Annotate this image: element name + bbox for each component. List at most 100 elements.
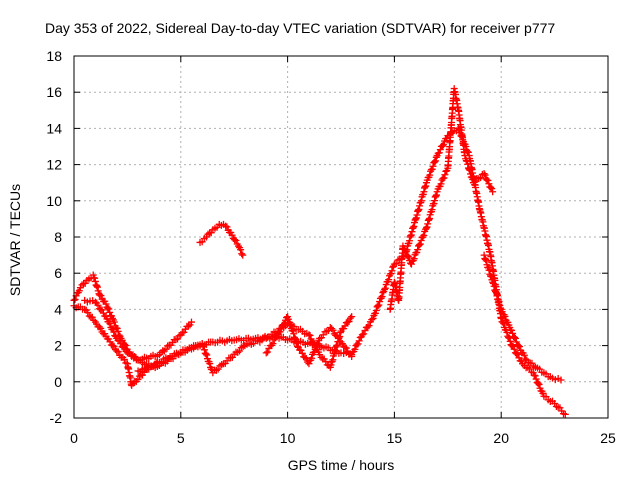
track-point [223,223,231,231]
track-point [110,342,118,350]
data-point [348,352,356,360]
track-point [297,346,305,354]
track-point [426,171,434,179]
track-point [435,149,443,157]
data-point [489,188,497,196]
chart-title: Day 353 of 2022, Sidereal Day-to-day VTE… [45,20,555,36]
track-point [374,302,382,310]
track-point [501,313,509,321]
y-tick-label: 4 [54,301,62,317]
track-point [513,350,521,358]
track-point [135,372,143,380]
x-tick-label: 15 [387,430,403,446]
track-point [203,351,211,359]
track-point [493,292,501,300]
track-point [463,157,471,165]
track-point [97,324,105,332]
track-point [204,230,212,238]
track-point [184,322,192,330]
track-point [388,267,396,275]
track-point [104,304,112,312]
track-point [420,231,428,239]
track-point [200,343,208,351]
axis-ticks: 0 5 10 15 20 25 -2 0 2 4 6 8 10 12 14 16 18 [46,48,616,446]
track-point [277,325,285,333]
track-point [341,343,349,351]
track-point [84,308,92,316]
track-point [85,312,93,320]
track-point [291,335,299,343]
data-point [489,278,497,286]
track-point [272,334,280,342]
track-point [293,339,301,347]
track-point [514,350,522,358]
track-point [290,330,298,338]
track-point [506,337,514,345]
data-point [480,251,488,259]
data-point [305,331,313,339]
track-point [522,355,530,363]
track-point [505,334,513,342]
track-point [75,287,83,295]
track-point [381,284,389,292]
track-point [485,266,493,274]
track-point [511,334,519,342]
track-point [91,274,99,282]
track-point [381,285,389,293]
data-point [81,305,89,313]
track-point [376,298,384,306]
track-point [532,375,540,383]
track-point [78,281,86,289]
y-tick-label: -2 [50,410,63,426]
track-point [317,353,325,361]
data-point [407,260,415,268]
y-axis-label: SDTVAR / TECUs [7,184,23,296]
track-point [389,263,397,271]
data-point [96,291,104,299]
track-point [314,340,322,348]
data-point [514,342,522,350]
data-point [239,251,247,259]
track-point [419,233,427,241]
track-point [410,255,418,263]
track-point [109,341,117,349]
track-point [106,308,114,316]
track-point [279,321,287,329]
track-point [379,289,387,297]
track-point [341,322,349,330]
data-points [70,85,569,418]
track-point [119,343,127,351]
data-point [461,152,469,160]
data-point [222,222,230,230]
track-point [487,273,495,281]
track-point [328,325,336,333]
y-tick-label: 6 [54,265,62,281]
track-point [438,142,446,150]
track-point [97,292,105,300]
track-point [180,328,188,336]
track-point [114,348,122,356]
track-point [481,171,489,179]
y-tick-label: 18 [46,48,62,64]
track-point [510,333,518,341]
track-point [287,320,295,328]
track-point [509,329,517,337]
track-point [464,160,472,168]
track-point [402,248,410,256]
x-tick-label: 0 [70,430,78,446]
track-point [440,174,448,182]
y-tick-label: 14 [46,120,62,136]
data-point [561,410,569,418]
data-point [102,300,110,308]
track-point [200,346,208,354]
track-point [466,166,474,174]
track-point [346,314,354,322]
track-point [134,376,142,383]
track-point [231,236,239,244]
y-tick-label: 10 [46,193,62,209]
track-point [232,237,240,245]
track-point [360,330,368,338]
track-point [106,338,114,346]
track-point [354,340,362,348]
track-point [264,348,272,356]
